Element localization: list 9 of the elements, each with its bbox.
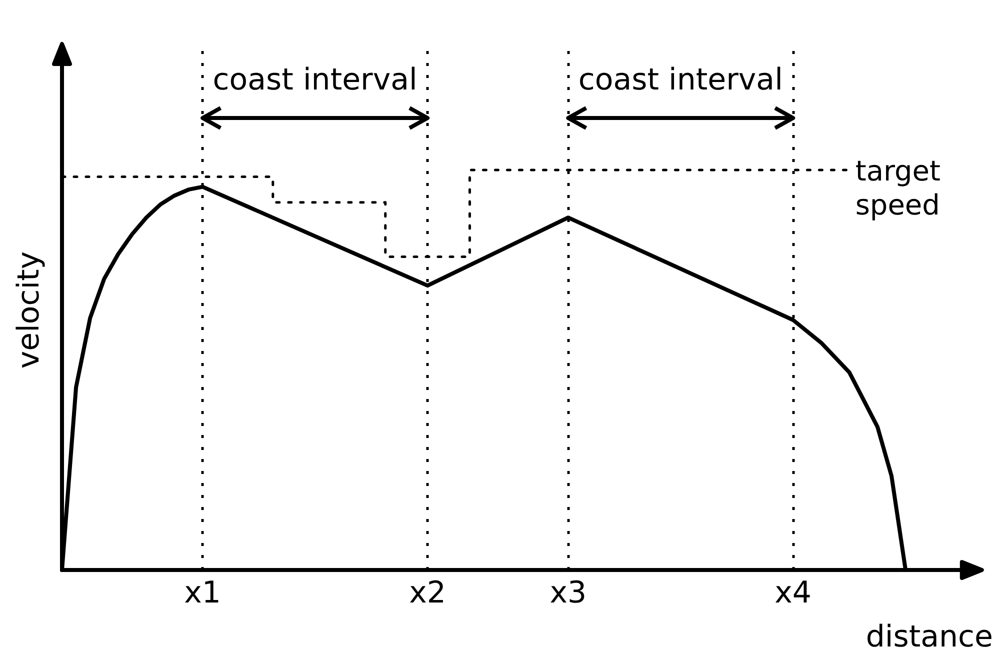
x-tick-label: x4 (774, 576, 812, 610)
text: coast interval (578, 62, 783, 98)
x-axis-title: distance (866, 620, 994, 652)
y-axis-title: velocity (12, 251, 46, 369)
text: coast interval (212, 62, 418, 98)
x-tick-label: x3 (550, 576, 587, 610)
series-label: target speed (855, 154, 950, 222)
x-tick-label: x1 (184, 576, 222, 610)
x-tick-label: x2 (409, 576, 446, 610)
